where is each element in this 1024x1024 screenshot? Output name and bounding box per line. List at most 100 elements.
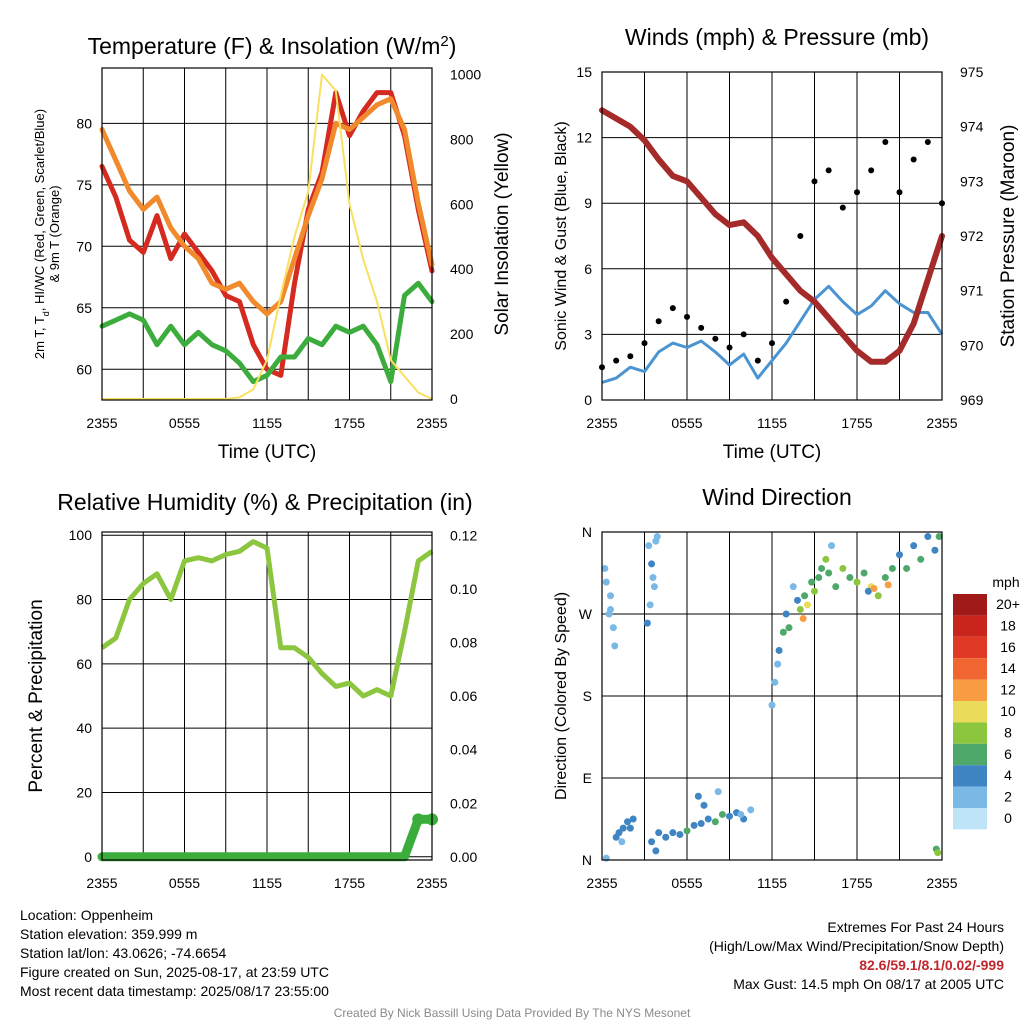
legend-swatch — [953, 808, 987, 830]
direction-point — [799, 615, 807, 623]
direction-point — [839, 564, 847, 572]
direction-point — [794, 596, 801, 604]
pressure-ytick-969: 969 — [960, 392, 984, 408]
temp-xtick-4: 2355 — [416, 415, 447, 431]
pressure-ytick-972: 972 — [960, 228, 984, 244]
direction-point — [832, 583, 840, 591]
direction-point — [690, 821, 698, 829]
legend-label-8: 4 — [1004, 767, 1012, 783]
rh-ytick-40: 40 — [76, 720, 92, 736]
direction-point — [609, 624, 617, 632]
series-precip-line — [97, 814, 437, 862]
solar-ytick-800: 800 — [450, 131, 474, 147]
temp-ytick-80: 80 — [76, 115, 92, 131]
gust-point — [839, 204, 846, 211]
direction-point — [662, 833, 670, 841]
series-solar-line — [101, 73, 433, 400]
winds-chart-title: Winds (mph) & Pressure (mb) — [625, 24, 929, 50]
gust-point — [783, 298, 790, 305]
temp-ytick-75: 75 — [76, 177, 92, 193]
precip-ytick-0.02: 0.02 — [450, 795, 477, 811]
series-pressure-line — [599, 107, 945, 365]
legend-label-1: 18 — [1000, 617, 1016, 633]
station-latlon: Station lat/lon: 43.0626; -74.6654 — [20, 945, 227, 961]
direction-point — [782, 610, 790, 618]
gust-point — [797, 233, 804, 239]
dir-xtick-0: 2355 — [586, 875, 617, 891]
legend-swatch — [953, 636, 987, 659]
wind-ytick-15: 15 — [576, 64, 592, 80]
direction-point — [789, 583, 797, 591]
solar-ytick-200: 200 — [450, 326, 474, 342]
gust-point — [754, 357, 761, 364]
direction-point — [870, 584, 878, 592]
rh-ytick-100: 100 — [69, 527, 93, 543]
dir-ytick-3: W — [579, 606, 593, 622]
precip-ytick-0.10: 0.10 — [450, 581, 477, 597]
direction-point — [683, 827, 691, 835]
rh-ytick-20: 20 — [76, 784, 92, 800]
wind-direction-panel: N E S W N 2355 0555 1155 1755 2355 Wind Direction D… — [553, 484, 1020, 891]
winds-xtick-1: 0555 — [671, 415, 702, 431]
direction-point — [648, 560, 656, 568]
direction-point — [775, 646, 783, 654]
title-close: ) — [449, 33, 457, 59]
temp-ytick-65: 65 — [76, 300, 92, 316]
direction-point — [643, 619, 651, 627]
dir-ytick-4: N — [582, 524, 592, 540]
direction-point — [611, 642, 619, 650]
direction-point — [864, 587, 872, 595]
direction-point — [718, 810, 726, 818]
direction-point — [801, 592, 809, 600]
temp-xtick-0: 2355 — [86, 415, 117, 431]
rh-xtick-0: 2355 — [86, 875, 117, 891]
winds-xtick-0: 2355 — [586, 415, 617, 431]
rh-ytick-0: 0 — [84, 849, 92, 865]
winds-xtick-2: 1155 — [757, 415, 787, 431]
direction-point — [796, 605, 804, 613]
legend-label-2: 16 — [1000, 639, 1016, 655]
max-gust: Max Gust: 14.5 mph On 08/17 at 2005 UTC — [733, 976, 1004, 992]
direction-point — [624, 818, 631, 826]
direction-point — [619, 824, 627, 832]
temp-ytick-70: 70 — [76, 238, 92, 254]
direction-point — [903, 564, 911, 572]
solar-ylabel: Solar Insolation (Yellow) — [492, 132, 513, 335]
title-superscript: 2 — [440, 33, 448, 50]
direction-point — [653, 533, 661, 541]
station-elevation: Station elevation: 359.999 m — [20, 926, 198, 942]
solar-ytick-0: 0 — [450, 391, 458, 407]
figure-created: Figure created on Sun, 2025-08-17, at 23… — [20, 964, 329, 980]
direction-point — [771, 678, 779, 686]
legend-label-4: 12 — [1000, 682, 1016, 698]
direction-point — [601, 564, 609, 572]
legend-label-10: 0 — [1004, 810, 1012, 826]
station-location: Location: Oppenheim — [20, 907, 154, 923]
series-wind-line — [601, 284, 944, 384]
winds-panel: 0 3 6 9 12 15 969 970 971 972 973 974 975 2355 0555 115… — [553, 24, 1019, 463]
direction-point — [649, 574, 657, 582]
series-2m-t-line — [99, 90, 435, 378]
gust-point — [854, 189, 860, 196]
extremes-heading: Extremes For Past 24 Hours — [827, 919, 1004, 935]
temp-ylabel: 2m T, Td, HI/WC (Red, Green, Scarlet/Blu… — [32, 109, 51, 359]
solar-ytick-400: 400 — [450, 261, 474, 277]
direction-point — [646, 601, 654, 609]
direction-point — [602, 854, 610, 862]
direction-point — [860, 569, 868, 577]
winds-xtick-4: 2355 — [926, 415, 957, 431]
precip-ytick-0.04: 0.04 — [450, 742, 477, 758]
direction-point — [896, 551, 903, 559]
direction-point — [785, 624, 793, 632]
direction-point — [888, 564, 896, 572]
direction-point — [935, 533, 943, 541]
direction-point — [626, 824, 634, 832]
direction-point — [747, 806, 755, 814]
direction-point — [811, 587, 818, 595]
recent-timestamp: Most recent data timestamp: 2025/08/17 2… — [20, 983, 329, 999]
gust-point — [769, 340, 775, 347]
rh-xtick-4: 2355 — [416, 875, 447, 891]
direction-point — [704, 815, 712, 823]
ylabel-rest: , HI/WC (Red, Green, Scarlet/Blue) — [32, 109, 47, 311]
